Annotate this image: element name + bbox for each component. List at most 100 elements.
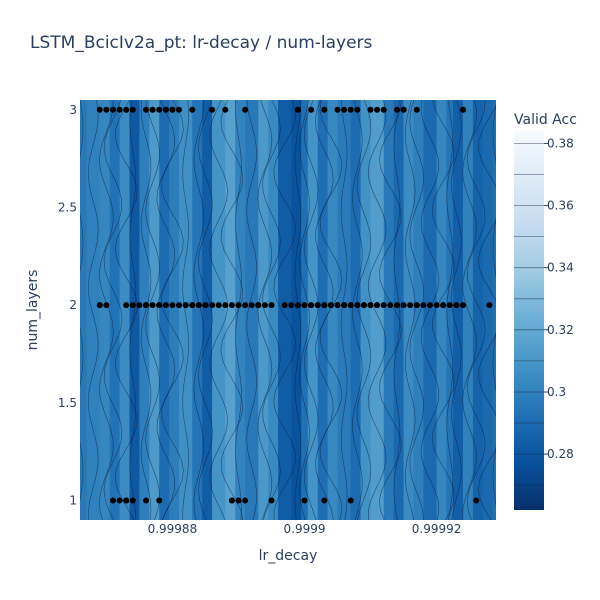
- x-tick-label: 0.99992: [412, 522, 462, 536]
- trial-point: [149, 106, 156, 113]
- trial-point: [169, 302, 176, 309]
- trial-point: [486, 302, 493, 309]
- trial-point: [321, 302, 328, 309]
- contour-band: [268, 100, 279, 520]
- trial-point: [202, 302, 209, 309]
- trial-point: [374, 106, 381, 113]
- trial-point: [162, 302, 169, 309]
- contour-band: [245, 100, 259, 520]
- trial-point: [367, 106, 374, 113]
- contour-band: [202, 100, 213, 520]
- contour-band: [492, 100, 496, 520]
- trial-point: [162, 106, 169, 113]
- trial-point: [242, 106, 249, 113]
- trial-point: [387, 302, 394, 309]
- trial-point: [413, 302, 420, 309]
- contour-line: [182, 100, 190, 520]
- trial-point: [176, 106, 182, 113]
- colorbar-ticks: 0.28 0.3 0.32 0.34 0.36 0.38: [514, 136, 574, 486]
- contour-band: [337, 100, 352, 520]
- trial-point: [413, 106, 420, 113]
- contour-line: [420, 100, 440, 520]
- trial-point: [156, 302, 163, 309]
- heatmap-layer: [80, 100, 496, 520]
- trial-point: [209, 106, 216, 113]
- contour-band: [317, 100, 329, 520]
- contour-band: [301, 100, 309, 520]
- contour-line: [156, 100, 176, 520]
- trial-point: [420, 302, 427, 309]
- trial-point: [222, 106, 229, 113]
- contour-line: [379, 100, 402, 520]
- contour-band: [472, 100, 484, 520]
- contour-band: [149, 100, 160, 520]
- contour-band: [119, 100, 131, 520]
- trial-point: [110, 497, 116, 504]
- trial-point: [294, 302, 301, 309]
- trial-point: [453, 302, 460, 309]
- trial-point: [301, 302, 308, 309]
- contour-line: [262, 100, 281, 520]
- contour-band: [446, 100, 454, 520]
- trial-point: [327, 302, 334, 309]
- contour-band: [360, 100, 372, 520]
- trial-point: [367, 302, 374, 309]
- trial-point: [308, 106, 315, 113]
- trial-point: [347, 302, 354, 309]
- trial-point: [314, 302, 321, 309]
- trial-point: [248, 302, 255, 309]
- trial-point: [228, 497, 235, 504]
- contour-line: [209, 100, 229, 520]
- colorbar: Valid Acc 0.28 0.3 0.32 0.34 0.36 0.38: [514, 112, 577, 510]
- trial-point: [169, 106, 176, 113]
- trial-point: [156, 106, 163, 113]
- contour-band: [139, 100, 150, 520]
- colorbar-tick-label: 0.3: [547, 385, 566, 399]
- contour-band: [370, 100, 385, 520]
- trial-point: [380, 106, 387, 113]
- trial-point: [228, 302, 235, 309]
- contour-line: [161, 100, 184, 520]
- trial-point: [394, 302, 400, 309]
- trial-point: [255, 302, 262, 309]
- trial-point: [156, 497, 163, 504]
- trial-point: [374, 302, 381, 309]
- x-tick-label: 0.99988: [148, 522, 198, 536]
- contour-band: [258, 100, 269, 520]
- contour-band: [192, 100, 203, 520]
- trial-point: [182, 302, 189, 309]
- x-tick-label: 0.9999: [284, 522, 326, 536]
- contour-line: [340, 100, 348, 520]
- contour-line: [409, 100, 425, 520]
- trial-point: [123, 302, 130, 309]
- trial-point: [235, 302, 242, 309]
- contour-line: [129, 100, 137, 520]
- trial-point: [341, 106, 348, 113]
- contour-band: [436, 100, 448, 520]
- contour-line: [294, 100, 302, 520]
- contour-line: [87, 100, 99, 520]
- y-tick-label: 2.5: [58, 200, 77, 214]
- colorbar-tick-label: 0.32: [547, 323, 574, 337]
- trial-point: [360, 302, 367, 309]
- contour-line: [257, 100, 273, 520]
- trial-point: [354, 106, 361, 113]
- contour-band: [159, 100, 170, 520]
- contour-line: [314, 100, 334, 520]
- contour-line: [299, 100, 310, 520]
- trial-point: [176, 302, 182, 309]
- contour-line: [404, 100, 416, 520]
- y-tick-label: 1: [69, 494, 77, 508]
- contour-band: [413, 100, 424, 520]
- trial-point: [301, 497, 308, 504]
- trial-point: [143, 497, 149, 504]
- trial-point: [308, 302, 315, 309]
- contour-line: [303, 100, 319, 520]
- trial-point: [103, 302, 110, 309]
- trial-point: [143, 106, 149, 113]
- trial-point: [407, 302, 414, 309]
- trial-point: [129, 302, 136, 309]
- contour-line: [367, 100, 387, 520]
- contour-line: [451, 100, 462, 520]
